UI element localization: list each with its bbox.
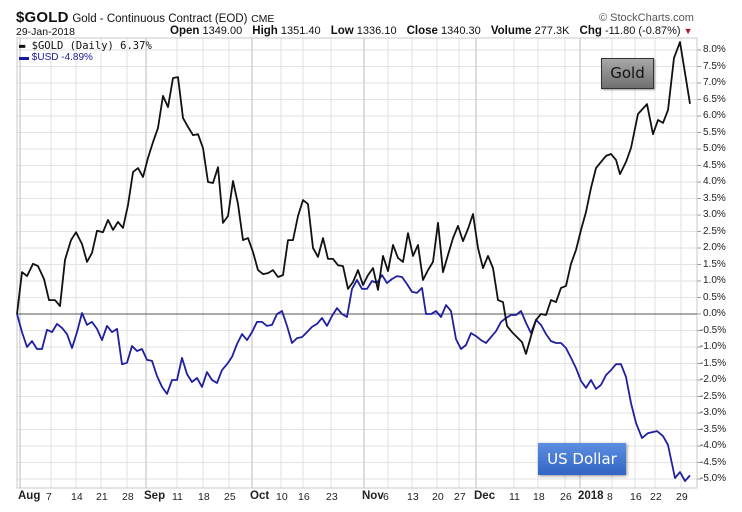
y-tick-label: -1.5% bbox=[700, 357, 727, 369]
x-tick-label: 13 bbox=[407, 491, 419, 503]
x-tick-label: 7 bbox=[46, 491, 52, 503]
instrument-name: Gold - Continuous Contract (EOD) bbox=[72, 13, 248, 25]
x-tick-label: 20 bbox=[432, 491, 444, 503]
y-tick-label: -4.5% bbox=[700, 456, 727, 468]
y-tick-label: 4.5% bbox=[703, 159, 726, 171]
x-tick-label: 14 bbox=[71, 491, 83, 503]
y-tick-label: 0.5% bbox=[703, 291, 726, 303]
y-tick-label: 7.5% bbox=[703, 60, 726, 72]
y-tick-label: 6.5% bbox=[703, 93, 726, 105]
y-tick-label: 0.0% bbox=[703, 308, 726, 319]
x-tick-label: 8 bbox=[607, 491, 613, 503]
open-label: Open bbox=[170, 25, 200, 37]
x-tick-label: 2018 bbox=[578, 490, 604, 502]
symbol: $GOLD bbox=[16, 9, 69, 26]
us-dollar-annotation-box: US Dollar bbox=[538, 443, 626, 475]
y-tick-label: 5.0% bbox=[703, 143, 726, 154]
close-value: 1340.30 bbox=[441, 25, 481, 37]
x-tick-label: 28 bbox=[122, 491, 134, 503]
x-tick-label: Nov bbox=[362, 490, 384, 502]
y-tick-label: 4.0% bbox=[703, 176, 726, 187]
exchange: CME bbox=[251, 13, 275, 25]
x-tick-label: 6 bbox=[383, 491, 389, 503]
x-tick-label: 18 bbox=[533, 491, 545, 503]
chg-value: -11.80 (-0.87%) bbox=[604, 25, 681, 37]
x-tick-label: 27 bbox=[454, 491, 466, 503]
y-tick-label: 7.0% bbox=[703, 77, 726, 88]
y-tick-label: 3.5% bbox=[703, 192, 726, 204]
x-tick-label: 11 bbox=[509, 491, 520, 503]
legend-usd-label: $USD -4.89% bbox=[31, 52, 93, 63]
x-tick-label: 29 bbox=[676, 491, 688, 503]
legend-item-usd: ▬ $USD -4.89% bbox=[19, 52, 93, 63]
y-tick-label: 1.5% bbox=[703, 258, 726, 270]
plot-frame bbox=[16, 37, 698, 489]
low-value: 1336.10 bbox=[356, 25, 397, 37]
y-tick-label: -5.0% bbox=[700, 473, 727, 484]
y-tick-label: 6.0% bbox=[703, 110, 726, 121]
y-tick-label: 2.5% bbox=[703, 225, 726, 237]
high-value: 1351.40 bbox=[280, 25, 321, 37]
y-tick-label: -3.0% bbox=[700, 407, 727, 418]
y-tick-label: 5.5% bbox=[703, 126, 726, 138]
y-tick-label: -1.0% bbox=[700, 341, 727, 352]
x-tick-label: 22 bbox=[650, 491, 662, 503]
chart-title: $GOLD Gold - Continuous Contract (EOD) C… bbox=[16, 9, 274, 26]
x-tick-label: 23 bbox=[326, 491, 338, 503]
x-tick-label: 10 bbox=[276, 491, 288, 503]
high-label: High bbox=[252, 25, 278, 37]
open-value: 1349.00 bbox=[202, 25, 243, 37]
x-tick-label: Aug bbox=[18, 490, 41, 502]
gold-annotation-box: Gold bbox=[601, 58, 654, 89]
legend-item-gold: ▬ $GOLD (Daily) 6.37% bbox=[19, 40, 152, 52]
y-tick-label: 8.0% bbox=[703, 44, 726, 55]
stockcharts-brand: © StockCharts.com bbox=[599, 12, 694, 24]
y-tick-label: -2.5% bbox=[700, 390, 727, 402]
legend-gold-label: $GOLD (Daily) 6.37% bbox=[31, 40, 152, 52]
low-label: Low bbox=[330, 25, 354, 37]
x-tick-label: 16 bbox=[630, 491, 642, 503]
y-tick-label: 3.0% bbox=[703, 209, 726, 220]
chart-legend: ▬ $GOLD (Daily) 6.37% ▬ $USD -4.89% bbox=[19, 40, 152, 64]
close-label: Close bbox=[406, 25, 438, 37]
volume-label: Volume bbox=[490, 25, 532, 37]
x-tick-label: 11 bbox=[172, 491, 183, 503]
x-tick-label: Sep bbox=[144, 490, 166, 502]
y-tick-label: 1.0% bbox=[703, 275, 726, 286]
x-tick-label: 25 bbox=[224, 491, 236, 503]
down-arrow-icon: ▼ bbox=[683, 26, 693, 36]
x-tick-label: Dec bbox=[474, 490, 496, 502]
y-tick-label: -4.0% bbox=[700, 440, 727, 451]
usd-series-line bbox=[16, 274, 691, 482]
y-tick-label: -3.5% bbox=[700, 423, 727, 435]
x-tick-label: 18 bbox=[198, 491, 210, 503]
x-tick-label: 16 bbox=[298, 491, 310, 503]
ohlc-summary: Open 1349.00 High 1351.40 Low 1336.10 Cl… bbox=[170, 25, 693, 37]
x-tick-label: Oct bbox=[250, 490, 270, 502]
volume-value: 277.3K bbox=[534, 25, 570, 37]
x-tick-label: 26 bbox=[560, 491, 572, 503]
y-tick-label: -0.5% bbox=[700, 324, 727, 336]
chg-label: Chg bbox=[579, 25, 602, 37]
y-tick-label: -2.0% bbox=[700, 374, 727, 385]
y-tick-label: 2.0% bbox=[703, 242, 726, 253]
gridlines bbox=[17, 38, 701, 488]
gold-series-line bbox=[16, 41, 691, 355]
x-tick-label: 21 bbox=[96, 491, 108, 503]
chart-date: 29-Jan-2018 bbox=[16, 26, 75, 38]
